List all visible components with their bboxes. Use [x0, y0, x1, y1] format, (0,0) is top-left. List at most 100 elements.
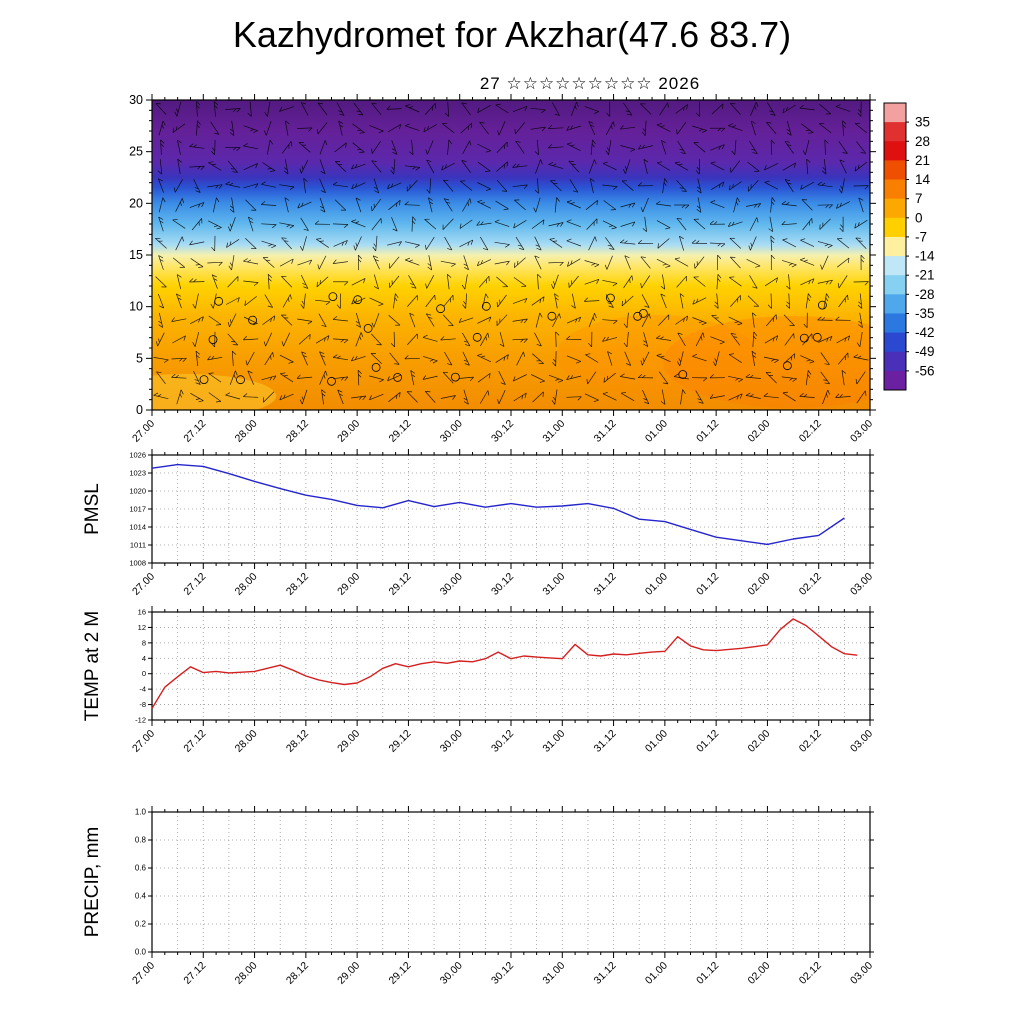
svg-text:15: 15: [129, 248, 143, 262]
svg-text:29.00: 29.00: [335, 960, 362, 987]
svg-text:1026: 1026: [129, 451, 146, 460]
svg-text:0.0: 0.0: [135, 948, 147, 957]
svg-text:03.00: 03.00: [848, 418, 875, 445]
svg-text:31.00: 31.00: [540, 571, 567, 598]
svg-text:-56: -56: [915, 363, 935, 378]
svg-text:29.12: 29.12: [386, 728, 413, 755]
svg-text:02.12: 02.12: [797, 418, 824, 445]
svg-text:0.4: 0.4: [135, 892, 147, 901]
svg-text:28: 28: [915, 134, 930, 149]
svg-text:8: 8: [142, 638, 146, 647]
svg-text:20: 20: [129, 196, 143, 210]
svg-text:-42: -42: [915, 325, 935, 340]
svg-text:29.00: 29.00: [335, 571, 362, 598]
svg-text:31.12: 31.12: [592, 418, 619, 445]
svg-text:-49: -49: [915, 344, 935, 359]
svg-text:-7: -7: [915, 229, 927, 244]
svg-text:30.12: 30.12: [489, 728, 516, 755]
svg-text:29.00: 29.00: [335, 728, 362, 755]
svg-text:25: 25: [129, 145, 143, 159]
svg-text:31.12: 31.12: [592, 960, 619, 987]
svg-text:27.00: 27.00: [130, 418, 157, 445]
svg-text:27.00: 27.00: [130, 960, 157, 987]
svg-text:31.00: 31.00: [540, 418, 567, 445]
svg-text:31.00: 31.00: [540, 728, 567, 755]
svg-text:1.0: 1.0: [135, 808, 147, 817]
svg-text:27.12: 27.12: [181, 728, 208, 755]
svg-text:27.00: 27.00: [130, 571, 157, 598]
svg-text:1020: 1020: [129, 487, 146, 496]
svg-text:02.00: 02.00: [745, 418, 772, 445]
svg-text:TEMP at 2 M: TEMP at 2 M: [82, 611, 103, 722]
svg-text:01.12: 01.12: [694, 728, 721, 755]
svg-text:31.00: 31.00: [540, 960, 567, 987]
svg-text:12: 12: [138, 623, 146, 632]
svg-text:01.00: 01.00: [643, 960, 670, 987]
svg-text:1008: 1008: [129, 559, 146, 568]
svg-text:-12: -12: [135, 716, 146, 725]
svg-text:16: 16: [138, 608, 146, 617]
svg-text:01.00: 01.00: [643, 728, 670, 755]
svg-text:01.12: 01.12: [694, 960, 721, 987]
svg-text:28.00: 28.00: [233, 960, 260, 987]
svg-text:1017: 1017: [129, 505, 146, 514]
svg-text:03.00: 03.00: [848, 728, 875, 755]
svg-text:27.12: 27.12: [181, 571, 208, 598]
svg-text:29.12: 29.12: [386, 571, 413, 598]
svg-text:21: 21: [915, 153, 930, 168]
svg-text:30.00: 30.00: [438, 418, 465, 445]
svg-text:0.2: 0.2: [135, 920, 147, 929]
svg-text:30: 30: [129, 93, 143, 107]
svg-text:02.12: 02.12: [797, 571, 824, 598]
svg-text:-4: -4: [139, 685, 146, 694]
svg-text:30.12: 30.12: [489, 571, 516, 598]
svg-text:27.00: 27.00: [130, 728, 157, 755]
svg-text:30.00: 30.00: [438, 571, 465, 598]
svg-text:-8: -8: [139, 700, 146, 709]
svg-text:02.12: 02.12: [797, 960, 824, 987]
svg-text:29.12: 29.12: [386, 960, 413, 987]
svg-text:30.12: 30.12: [489, 418, 516, 445]
svg-text:01.12: 01.12: [694, 571, 721, 598]
svg-text:28.12: 28.12: [284, 418, 311, 445]
svg-text:28.12: 28.12: [284, 728, 311, 755]
svg-text:28.00: 28.00: [233, 728, 260, 755]
svg-text:1014: 1014: [129, 523, 146, 532]
svg-text:02.12: 02.12: [797, 728, 824, 755]
svg-text:02.00: 02.00: [745, 960, 772, 987]
svg-text:28.12: 28.12: [284, 571, 311, 598]
svg-text:0.6: 0.6: [135, 864, 147, 873]
svg-text:03.00: 03.00: [848, 571, 875, 598]
svg-text:29.00: 29.00: [335, 418, 362, 445]
svg-text:1023: 1023: [129, 469, 146, 478]
svg-text:10: 10: [129, 300, 143, 314]
page-title: Kazhydromet for Akzhar(47.6 83.7): [232, 14, 792, 55]
svg-text:27.12: 27.12: [181, 418, 208, 445]
svg-text:02.00: 02.00: [745, 571, 772, 598]
svg-text:14: 14: [915, 172, 931, 187]
svg-text:31.12: 31.12: [592, 571, 619, 598]
svg-text:01.00: 01.00: [643, 571, 670, 598]
svg-text:30.00: 30.00: [438, 960, 465, 987]
svg-text:30.00: 30.00: [438, 728, 465, 755]
svg-text:1011: 1011: [130, 541, 146, 550]
svg-text:01.12: 01.12: [694, 418, 721, 445]
svg-text:28.00: 28.00: [233, 571, 260, 598]
svg-text:01.00: 01.00: [643, 418, 670, 445]
svg-text:4: 4: [142, 654, 146, 663]
svg-text:27.12: 27.12: [181, 960, 208, 987]
svg-text:03.00: 03.00: [848, 960, 875, 987]
svg-text:0: 0: [136, 403, 143, 417]
svg-text:0.8: 0.8: [135, 836, 147, 845]
svg-text:-28: -28: [915, 287, 935, 302]
svg-text:35: 35: [915, 115, 930, 130]
svg-text:30.12: 30.12: [489, 960, 516, 987]
svg-text:28.00: 28.00: [233, 418, 260, 445]
svg-text:-14: -14: [915, 249, 935, 264]
svg-text:31.12: 31.12: [592, 728, 619, 755]
svg-text:5: 5: [136, 351, 143, 365]
svg-text:PMSL: PMSL: [82, 483, 103, 535]
date-subtitle: 27 ☆☆☆☆☆☆☆☆☆ 2026: [479, 74, 701, 93]
